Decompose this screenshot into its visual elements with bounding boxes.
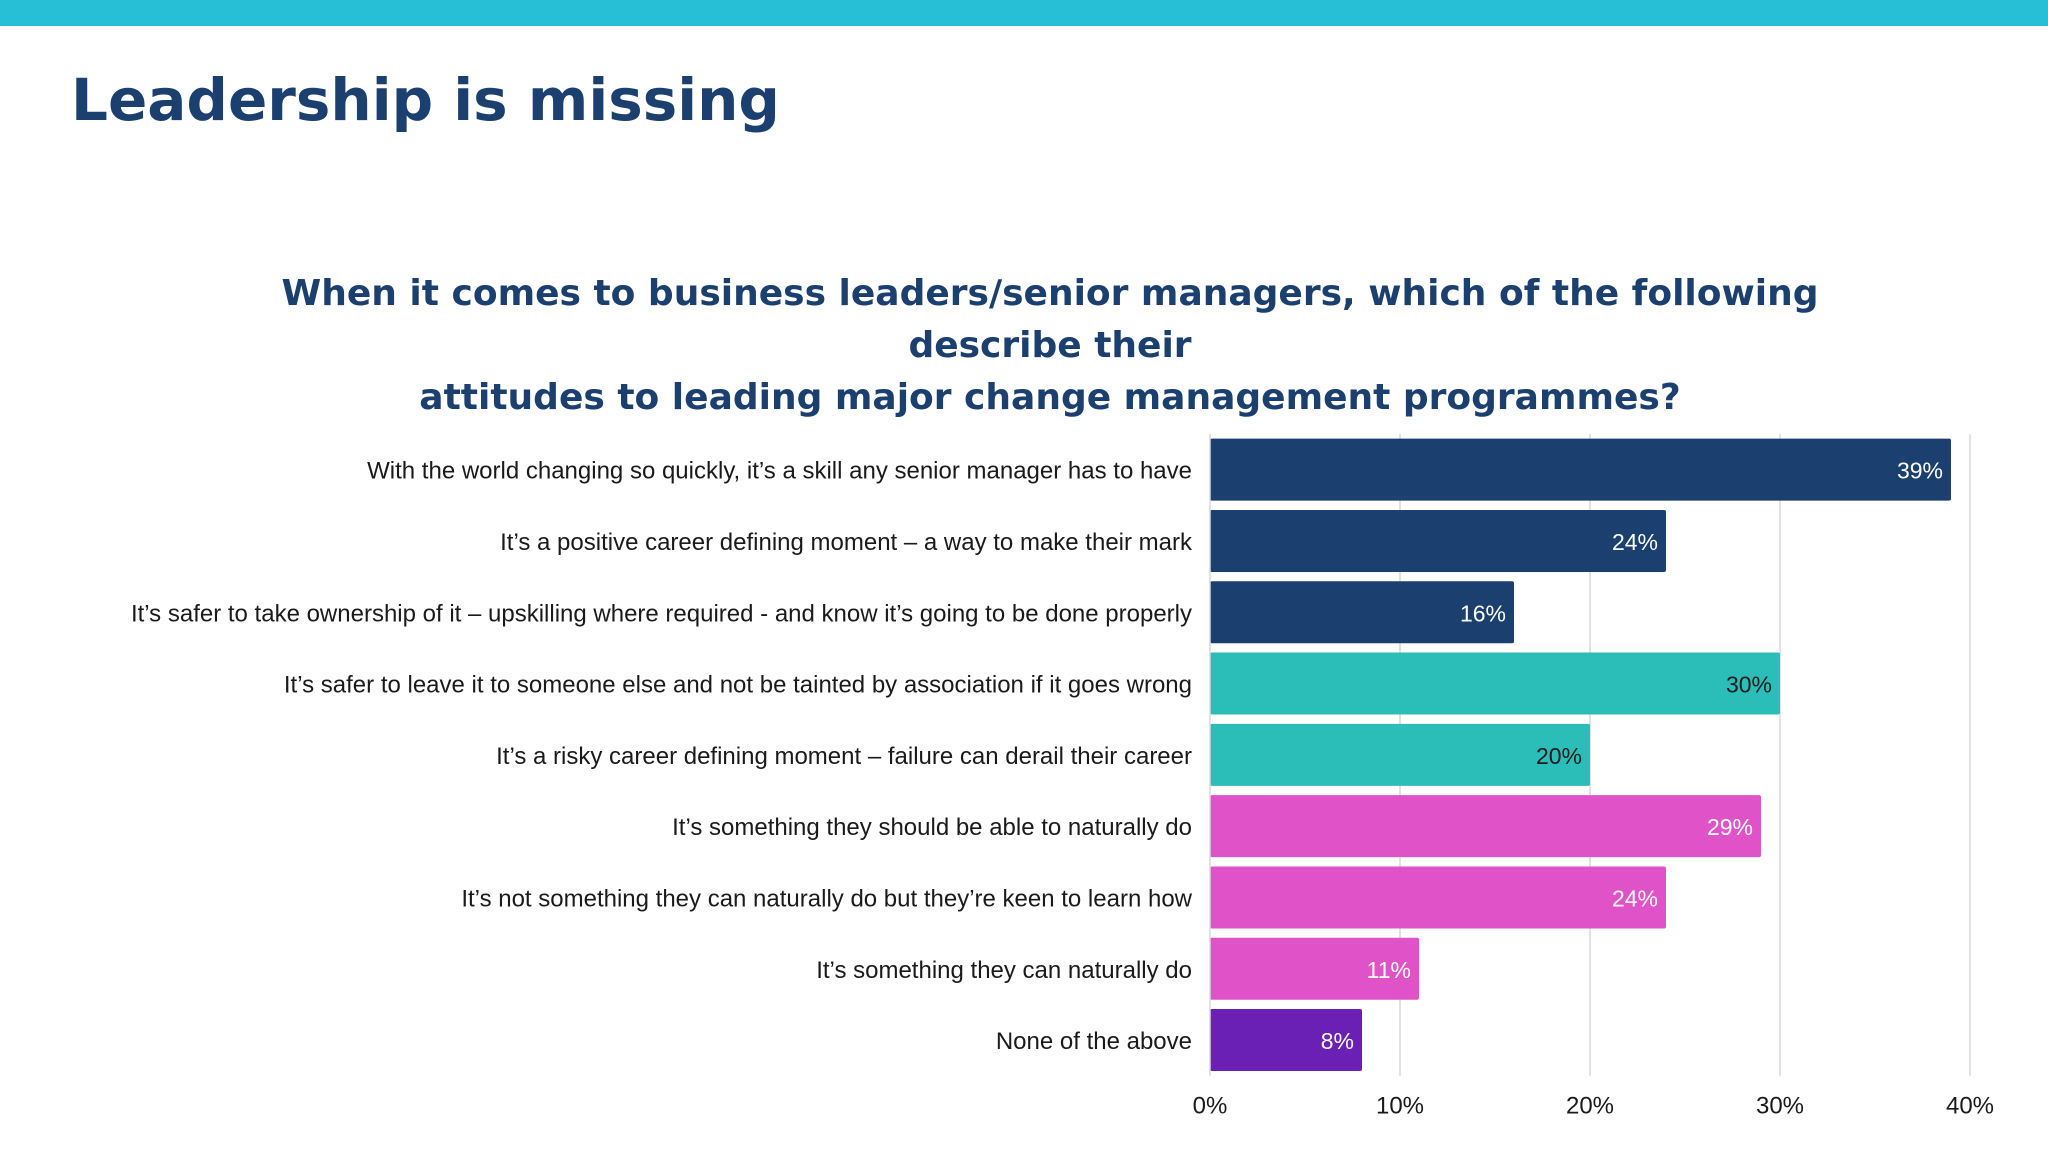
category-label: It’s a risky career defining moment – fa… [496,743,1192,770]
bar [1210,937,1419,1000]
chart-title-line-1: When it comes to business leaders/senior… [281,273,1819,366]
bar [1210,723,1590,786]
data-label: 8% [1321,1028,1354,1054]
data-label: 30% [1726,672,1772,698]
bar [1210,652,1780,715]
slide-title: Leadership is missing [71,66,780,134]
data-label: 24% [1612,529,1658,555]
data-label: 20% [1536,743,1582,769]
x-tick-label: 20% [1566,1093,1614,1120]
bar [1210,866,1666,929]
category-label: With the world changing so quickly, it’s… [367,458,1192,485]
data-label: 29% [1707,814,1753,840]
bar [1210,581,1514,644]
category-label: It’s safer to take ownership of it – ups… [131,600,1192,627]
x-tick-label: 30% [1756,1093,1804,1120]
bar [1210,795,1761,858]
category-label: It’s something they should be able to na… [672,814,1192,841]
data-label: 16% [1460,600,1506,626]
category-label: It’s not something they can naturally do… [461,885,1192,912]
data-label: 39% [1897,458,1943,484]
category-label: It’s a positive career defining moment –… [500,529,1193,556]
x-tick-label: 10% [1376,1093,1424,1120]
data-label: 24% [1612,885,1658,911]
x-tick-label: 0% [1193,1093,1228,1120]
category-label: It’s safer to leave it to someone else a… [284,672,1192,699]
chart-title: When it comes to business leaders/senior… [240,268,1860,424]
x-tick-label: 40% [1946,1093,1994,1120]
top-accent-bar [0,0,2048,26]
category-label: None of the above [996,1028,1192,1055]
data-label: 11% [1367,957,1411,983]
chart-title-line-2: attitudes to leading major change manage… [419,377,1681,418]
bar [1210,438,1951,501]
bar [1210,509,1666,572]
category-label: It’s something they can naturally do [816,957,1192,984]
bar [1210,1009,1362,1072]
